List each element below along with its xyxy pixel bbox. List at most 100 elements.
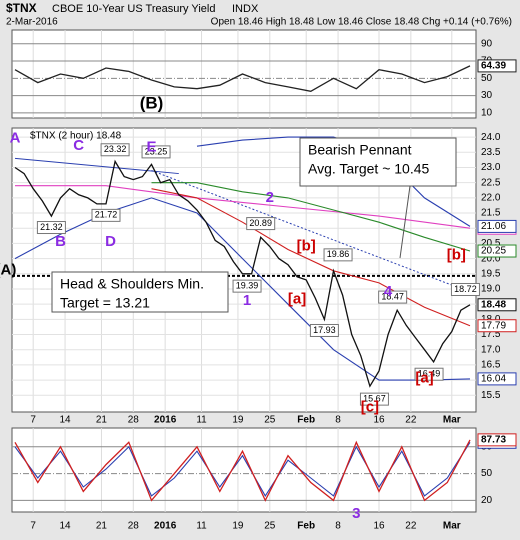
point-label: 18.72 [454,284,477,294]
point-label-box [309,323,339,337]
point-label-box [414,367,444,381]
wave-label: [b] [447,247,466,264]
exchange: INDX [232,3,259,15]
last-value-tag [477,59,517,73]
x-tick-label: 28 [128,521,140,532]
quote: Open 18.46 High 18.48 Low 18.46 Close 18… [211,17,512,28]
y-tick-label: 20.5 [481,238,501,249]
y-tick-label: 17.0 [481,344,501,355]
x-tick-label: Mar [443,521,461,532]
trendline [151,170,471,293]
x-tick-label: 21 [96,415,108,426]
x-tick-label: 22 [405,521,417,532]
last-value-label: 87.73 [481,434,506,445]
series-line [15,185,471,229]
y-tick-label: 23.0 [481,162,501,173]
point-label: 15.67 [363,394,386,404]
last-value-label: 16.04 [481,374,506,385]
x-tick-label: 22 [405,415,417,426]
wave-label: D [105,233,116,250]
x-tick-label: 28 [128,415,140,426]
point-label-box [141,145,171,159]
series-line [14,197,471,381]
series-line [14,65,471,92]
callout-box [299,137,457,187]
point-label: 21.32 [40,222,63,232]
x-tick-label: 21 [96,521,108,532]
last-value-tag [477,244,517,258]
point-label-box [100,143,130,157]
series-line [14,439,471,502]
wave-label: C [73,137,84,154]
wave-label: 4 [384,283,393,300]
series-line [14,159,471,388]
instrument-name: CBOE 10-Year US Treasury Yield [52,3,215,15]
point-label: 17.93 [313,325,336,335]
last-value-label: 17.79 [481,320,506,331]
callout-pointer [399,185,411,259]
y-tick-label: 24.0 [481,132,501,143]
point-label: 18.47 [381,291,404,301]
x-tick-label: 14 [59,521,71,532]
wave-label: 1 [243,292,251,309]
point-label: 16.49 [418,369,441,379]
wave-label: 3 [352,505,360,522]
x-tick-label: 19 [232,415,244,426]
x-tick-label: 2016 [154,521,177,532]
y-tick-label: 16.5 [481,360,501,371]
x-tick-label: 16 [373,521,385,532]
symbol: $TNX [6,1,37,15]
series-line [196,136,471,227]
point-label: 23.32 [104,144,127,154]
date: 2-Mar-2016 [6,17,58,28]
y-tick-label: 20 [481,495,493,506]
wave-label: [b] [297,237,316,254]
series-line [151,182,471,252]
y-tick-label: 22.5 [481,177,501,188]
wave-label: [c] [361,398,379,415]
point-label: 20.89 [249,218,272,228]
callout-box [51,271,229,313]
x-tick-label: 16 [373,415,385,426]
last-value-label: 18.48 [481,299,506,310]
x-tick-label: 19 [232,521,244,532]
point-label-box [323,248,353,262]
x-tick-label: 7 [30,521,36,532]
x-tick-label: 2016 [154,415,177,426]
point-label-box [246,217,276,231]
series-line [151,188,471,327]
y-tick-label: 30 [481,90,493,101]
x-tick-label: 25 [264,521,276,532]
point-label: 21.72 [95,210,118,220]
x-tick-label: 14 [59,415,71,426]
y-tick-label: 17.5 [481,329,501,340]
panel [11,427,477,513]
y-tick-label: 10 [481,107,493,118]
point-label-box [359,392,389,406]
last-value-tag [477,372,517,386]
y-tick-label: 90 [481,38,493,49]
point-label: 23.25 [145,146,168,156]
x-tick-label: Feb [297,415,315,426]
last-value-label: 64.39 [481,61,506,72]
wave-label: B [55,233,66,250]
x-tick-label: 11 [196,521,207,532]
wave-label: [a] [288,291,306,308]
x-tick-label: Mar [443,415,461,426]
x-tick-label: 7 [30,415,36,426]
y-tick-label: 19.0 [481,284,501,295]
last-value-tag [477,433,517,447]
y-tick-label: 50 [481,468,493,479]
x-tick-label: 25 [264,415,276,426]
callout-text: Bearish Pennant [308,142,412,158]
x-tick-label: Feb [297,521,315,532]
last-value-tag [477,319,517,333]
y-tick-label: 22.0 [481,193,501,204]
point-label-box [36,221,66,235]
x-tick-label: 8 [335,521,341,532]
point-label-box [232,279,262,293]
last-value-label: 20.25 [481,246,506,257]
panel-label: $TNX (2 hour) 18.48 [30,131,122,142]
